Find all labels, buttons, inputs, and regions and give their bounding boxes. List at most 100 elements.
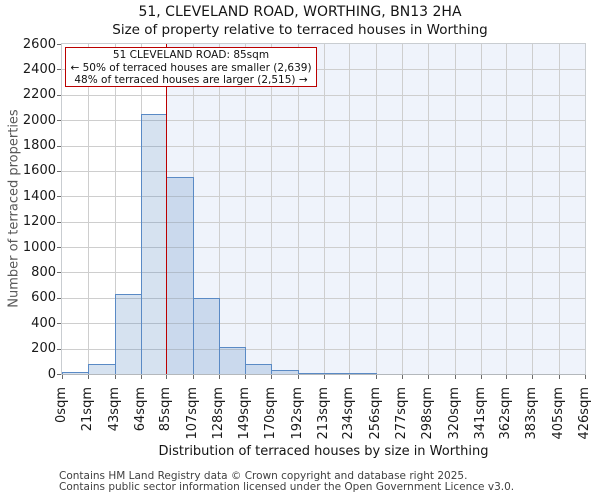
x-tick-label: 277sqm [394,382,409,440]
x-tick-label-text: 128sqm [211,387,227,440]
gridline-v [506,44,508,374]
x-tick-label-text: 426sqm [577,387,592,440]
y-tick-mark [57,44,61,45]
x-tick-label: 256sqm [368,382,383,440]
x-tick-label-text: 107sqm [185,387,201,440]
y-tick-label: 2000 [22,112,56,128]
x-tick-label: 0sqm [54,382,69,434]
histogram-bar [87,364,116,374]
y-tick-mark [57,170,61,172]
x-tick-label: 426sqm [577,382,592,440]
histogram-bar [193,297,221,374]
gridline-v [427,44,429,374]
y-tick-mark [57,323,61,325]
x-tick-mark [532,375,534,379]
annotation-larger-stat: 48% of terraced houses are larger (2,515… [74,74,308,87]
x-tick-label: 192sqm [290,382,305,440]
x-tick-label-text: 320sqm [446,387,462,440]
y-tick-mark [57,247,61,249]
x-tick-mark [349,375,351,379]
x-tick-label-text: 234sqm [341,387,357,440]
annotation-title: 51 CLEVELAND ROAD: 85sqm [112,49,270,61]
gridline-v [297,44,299,374]
y-tick-label: 1600 [22,163,56,179]
histogram-bar [219,347,246,374]
y-tick-label: 2600 [22,36,56,52]
footer-line-2: Contains public sector information licen… [59,480,515,493]
histogram-bar [244,364,272,374]
x-tick-label: 107sqm [185,382,200,440]
gridline-v [114,44,116,374]
x-tick-mark [559,375,561,379]
gridline-v [323,44,325,374]
gridline-v [480,44,482,374]
histogram-bar [297,372,325,374]
x-tick-label-text: 192sqm [289,387,305,440]
y-tick-label: 1200 [22,214,56,230]
x-tick-label: 405sqm [551,382,566,440]
x-tick-label-text: 85sqm [158,387,174,432]
x-tick-mark [140,375,142,379]
x-tick-label-text: 256sqm [368,387,384,440]
x-tick-label-text: 170sqm [262,387,278,440]
gridline-v [87,44,89,374]
gridline-v [349,44,351,374]
x-tick-label-text: 43sqm [106,387,122,432]
x-tick-label: 85sqm [158,382,174,434]
gridline-v [402,44,404,374]
gridline-v [376,44,378,374]
x-tick-label-text: 21sqm [79,387,95,432]
x-tick-mark [454,375,456,379]
x-tick-label-text: 383sqm [524,387,540,440]
x-tick-label: 43sqm [106,382,122,434]
gridline-v [559,44,561,374]
gridline-v [532,44,534,374]
x-tick-mark [480,375,482,379]
x-tick-label: 149sqm [237,382,252,440]
footer-line-1: Contains HM Land Registry data © Crown c… [59,470,468,482]
x-tick-label: 21sqm [79,382,95,434]
gridline-v [454,44,456,374]
x-tick-label: 383sqm [524,382,539,440]
y-tick-label: 600 [31,290,56,306]
x-tick-mark [114,375,116,379]
x-tick-label-text: 405sqm [551,387,567,440]
y-tick-label: 2200 [22,87,56,103]
y-tick-mark [57,297,61,299]
x-tick-label: 234sqm [341,382,356,440]
x-tick-label: 362sqm [498,382,513,440]
x-tick-label-text: 277sqm [394,387,410,440]
y-tick-mark [57,69,61,71]
x-tick-mark [376,375,378,379]
x-tick-label: 170sqm [263,382,278,440]
histogram-bar [166,177,195,374]
plot-area [57,43,586,379]
y-tick-label: 800 [31,264,56,280]
y-tick-mark [57,348,61,350]
footer: Contains HM Land Registry data © Crown c… [59,471,514,492]
y-tick-mark [57,272,61,274]
x-tick-mark [323,375,325,379]
plot-shaded-region [166,44,585,374]
histogram-bar [114,294,142,374]
y-tick-label: 200 [31,341,56,357]
y-tick-mark [57,374,61,375]
x-tick-label: 320sqm [447,382,462,440]
gridline-v [244,44,246,374]
x-tick-label-text: 0sqm [54,387,69,423]
chart-subtitle: Size of property relative to terraced ho… [112,22,488,38]
annotation-smaller-stat: ← 50% of terraced houses are smaller (2,… [70,61,312,74]
annotation-box: 51 CLEVELAND ROAD: 85sqm ← 50% of terrac… [65,47,317,87]
y-tick-label: 1000 [22,239,56,255]
gridline-v [219,44,221,374]
chart-title: 51, CLEVELAND ROAD, WORTHING, BN13 2HA [138,4,462,20]
x-tick-mark [297,375,299,379]
y-tick-label: 1800 [22,138,56,154]
y-tick-mark [57,221,61,223]
x-tick-label: 298sqm [420,382,435,440]
x-tick-mark [402,375,404,379]
y-tick-mark [57,145,61,147]
x-tick-label-text: 341sqm [472,387,488,440]
y-tick-label: 1400 [22,188,56,204]
